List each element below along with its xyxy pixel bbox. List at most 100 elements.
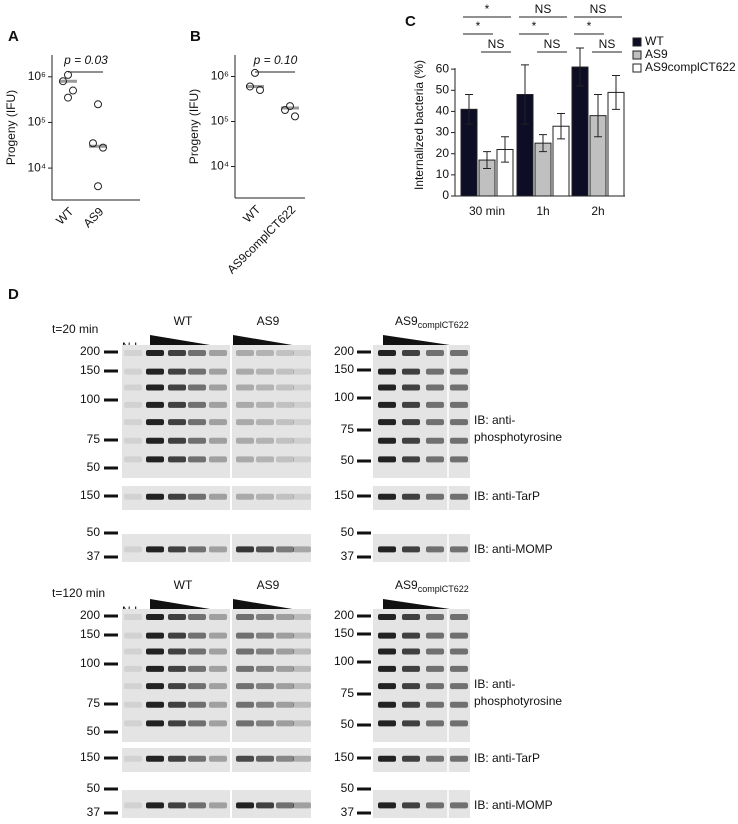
y-axis-label: Internalized bacteria (%) xyxy=(412,60,426,190)
band xyxy=(276,632,294,639)
dilution-wedge xyxy=(383,599,470,612)
error-bar xyxy=(521,64,529,125)
band xyxy=(293,720,311,727)
band xyxy=(146,665,164,672)
band xyxy=(146,401,164,408)
band xyxy=(236,456,254,463)
panel-label: A xyxy=(8,28,19,45)
band xyxy=(276,456,294,463)
marker-label: 37 xyxy=(87,549,101,563)
band xyxy=(402,802,420,809)
band xyxy=(293,613,311,620)
band xyxy=(236,665,254,672)
marker-label: 150 xyxy=(80,488,100,502)
band xyxy=(124,632,142,639)
band xyxy=(168,384,186,391)
band xyxy=(236,546,254,553)
band xyxy=(236,720,254,727)
marker-label: 100 xyxy=(80,392,100,406)
point xyxy=(64,70,72,79)
band xyxy=(146,493,164,500)
band xyxy=(256,613,274,620)
band xyxy=(124,401,142,408)
legend-label: AS9 xyxy=(645,47,668,61)
y-tick-label: 10⁶ xyxy=(211,69,229,83)
band xyxy=(209,802,227,809)
band xyxy=(188,701,206,708)
marker-label: 75 xyxy=(341,686,355,700)
band xyxy=(450,419,468,426)
band xyxy=(209,632,227,639)
band xyxy=(450,632,468,639)
band xyxy=(256,665,274,672)
x-tick-label: WT xyxy=(53,204,77,228)
blot xyxy=(373,345,470,478)
band xyxy=(402,683,420,690)
point xyxy=(64,93,72,102)
band xyxy=(124,546,142,553)
band xyxy=(293,701,311,708)
x-tick-label: AS9 xyxy=(80,204,106,230)
marker-label: 37 xyxy=(87,805,101,819)
strain-label: WT xyxy=(174,314,193,328)
band xyxy=(236,632,254,639)
band xyxy=(402,546,420,553)
y-tick-label: 10⁵ xyxy=(211,114,229,128)
error-bar xyxy=(483,151,491,170)
band xyxy=(378,701,396,708)
point xyxy=(94,100,102,109)
band xyxy=(293,802,311,809)
band xyxy=(256,632,274,639)
marker-label: 50 xyxy=(87,525,101,539)
band xyxy=(236,493,254,500)
band xyxy=(256,456,274,463)
marker-label: 75 xyxy=(341,422,355,436)
band xyxy=(188,648,206,655)
probe-label: IB: anti-TarP xyxy=(474,489,540,503)
band xyxy=(209,683,227,690)
band xyxy=(293,349,311,356)
band xyxy=(402,437,420,444)
band xyxy=(450,683,468,690)
band xyxy=(146,720,164,727)
strain-label: AS9 xyxy=(257,314,280,328)
legend-label: AS9complCT622 xyxy=(645,60,736,74)
band xyxy=(256,368,274,375)
error-bar xyxy=(576,47,584,87)
band xyxy=(293,493,311,500)
band xyxy=(426,493,444,500)
panel-label: B xyxy=(190,28,201,45)
band xyxy=(256,437,274,444)
error-bar xyxy=(465,94,473,125)
band xyxy=(168,613,186,620)
band xyxy=(378,665,396,672)
band xyxy=(146,701,164,708)
band xyxy=(168,368,186,375)
band xyxy=(256,546,274,553)
band xyxy=(188,384,206,391)
band xyxy=(188,419,206,426)
band xyxy=(256,419,274,426)
band xyxy=(402,493,420,500)
marker-label: 50 xyxy=(87,724,101,738)
dilution-wedge xyxy=(383,335,470,348)
band xyxy=(124,701,142,708)
band xyxy=(276,802,294,809)
band xyxy=(188,493,206,500)
band xyxy=(146,384,164,391)
band xyxy=(378,437,396,444)
band xyxy=(256,701,274,708)
x-tick-label: WT xyxy=(240,202,264,226)
band xyxy=(402,368,420,375)
band xyxy=(450,437,468,444)
band xyxy=(146,613,164,620)
band xyxy=(426,437,444,444)
significance: NS xyxy=(488,37,505,51)
y-tick-label: 30 xyxy=(436,125,450,139)
band xyxy=(168,683,186,690)
band xyxy=(188,683,206,690)
dilution-wedge xyxy=(150,599,228,612)
band xyxy=(124,456,142,463)
band xyxy=(402,401,420,408)
band xyxy=(276,683,294,690)
